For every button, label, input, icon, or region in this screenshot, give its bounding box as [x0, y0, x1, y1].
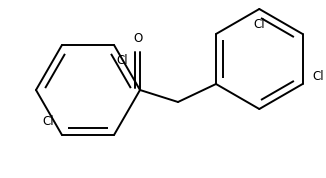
Text: Cl: Cl: [313, 69, 324, 82]
Text: O: O: [133, 33, 143, 46]
Text: Cl: Cl: [42, 114, 54, 127]
Text: Cl: Cl: [254, 19, 265, 32]
Text: Cl: Cl: [116, 54, 128, 67]
